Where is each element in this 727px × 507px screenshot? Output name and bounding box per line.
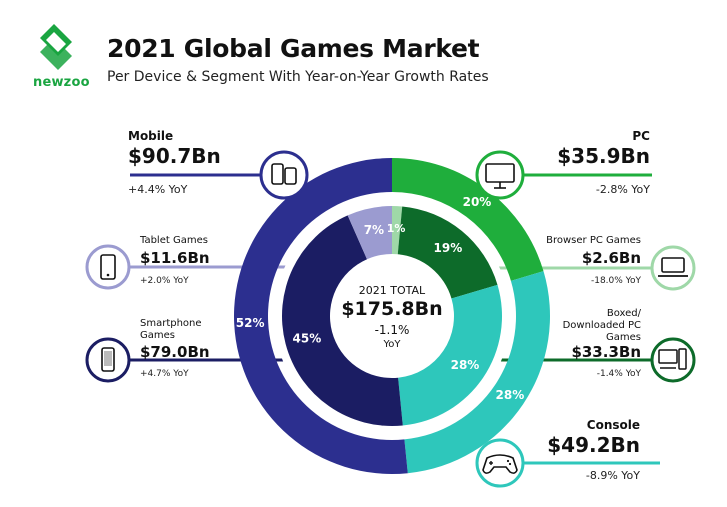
- browser-yoy: -18.0% YoY: [590, 276, 641, 286]
- page-subtitle: Per Device & Segment With Year-on-Year G…: [107, 69, 489, 85]
- inner-percent-boxed-downloaded-pc-games: 19%: [434, 241, 463, 255]
- browser-value: $2.6Bn: [581, 249, 641, 267]
- smartphone-icon: [85, 337, 131, 383]
- tablet-value: $11.6Bn: [140, 249, 210, 267]
- mobile-yoy: +4.4% YoY: [128, 183, 188, 196]
- boxed-value: $33.3Bn: [571, 343, 641, 361]
- boxed-yoy: -1.4% YoY: [596, 369, 641, 379]
- inner-ring: [282, 206, 502, 426]
- inner-slice-tablet-games: [347, 206, 392, 260]
- outer-percent-mobile: 52%: [236, 316, 265, 330]
- connector-lines: [128, 173, 660, 465]
- outer-ring: [234, 158, 550, 474]
- smartphone-label: Smartphone Games: [140, 318, 202, 341]
- inner-percent-console: 28%: [451, 358, 480, 372]
- desktop-tower-icon: [650, 337, 696, 383]
- center-hole: [340, 264, 444, 368]
- tablet-label: Tablet Games: [140, 235, 208, 246]
- smartphone-yoy: +4.7% YoY: [140, 369, 189, 379]
- inner-percent-browser-pc-games: 1%: [387, 222, 406, 235]
- total-yoy-label: YoY: [383, 339, 401, 350]
- inner-percent-smartphone-games: 45%: [293, 331, 322, 345]
- pc-yoy: -2.8% YoY: [595, 183, 650, 196]
- newzoo-logo-icon: [40, 24, 72, 70]
- percent-labels: 20% 28% 52% 1% 19% 28% 45% 7%: [236, 195, 524, 402]
- outer-slice-mobile: [234, 158, 408, 474]
- console-label: Console: [586, 418, 640, 432]
- tablet-icon: [85, 244, 131, 290]
- mobile-value: $90.7Bn: [128, 144, 221, 168]
- outer-percent-pc: 20%: [463, 195, 492, 209]
- console-value: $49.2Bn: [547, 433, 640, 457]
- inner-percent-tablet-games: 7%: [364, 223, 384, 237]
- pc-value: $35.9Bn: [557, 144, 650, 168]
- total-yoy: -1.1%: [374, 323, 410, 337]
- inner-slice-smartphone-games: [282, 215, 403, 426]
- outer-slice-console: [404, 271, 550, 474]
- total-value: $175.8Bn: [341, 298, 443, 320]
- browser-label: Browser PC Games: [546, 235, 641, 246]
- tablet-yoy: +2.0% YoY: [140, 276, 189, 286]
- devices-icon: [259, 150, 309, 200]
- outer-slice-pc: [392, 158, 544, 281]
- monitor-icon: [475, 150, 525, 200]
- pc-label: PC: [632, 129, 650, 143]
- mobile-label: Mobile: [128, 129, 174, 143]
- total-label: 2021 TOTAL: [358, 284, 426, 297]
- laptop-icon: [650, 245, 696, 291]
- boxed-label: Boxed/ Downloaded PC Games: [562, 308, 641, 343]
- smartphone-value: $79.0Bn: [140, 343, 210, 361]
- inner-slice-browser-pc-games: [392, 206, 403, 255]
- gamepad-icon: [475, 438, 525, 488]
- brand-name: newzoo: [33, 75, 90, 90]
- outer-percent-console: 28%: [496, 388, 525, 402]
- inner-slice-console: [398, 284, 502, 426]
- console-yoy: -8.9% YoY: [585, 469, 640, 482]
- page-title: 2021 Global Games Market: [107, 34, 480, 63]
- inner-slice-boxed-downloaded-pc-games: [397, 206, 498, 299]
